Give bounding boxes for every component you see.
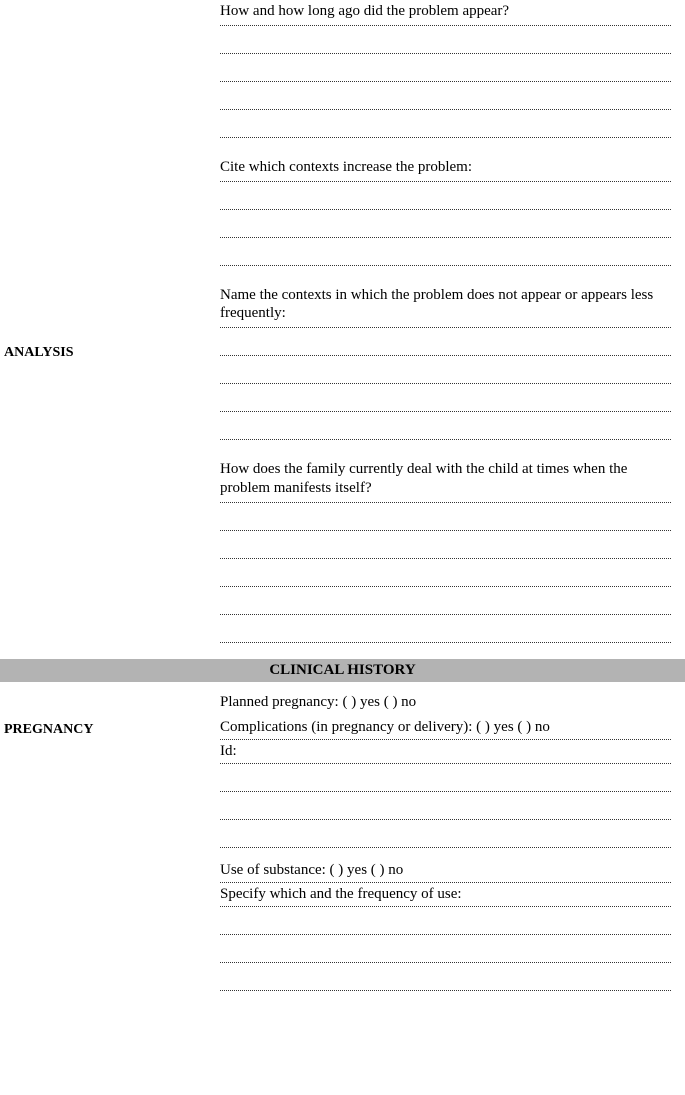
analysis-label: ANALYSIS (0, 0, 210, 361)
planned-pregnancy-field[interactable]: Planned pregnancy: ( ) yes ( ) no (210, 694, 673, 711)
q1-block: How and how long ago did the problem app… (210, 0, 673, 138)
blank-line[interactable] (210, 764, 673, 792)
q2-text: Cite which contexts increase the problem… (210, 156, 673, 181)
pregnancy-content: Planned pregnancy: ( ) yes ( ) no Compli… (210, 694, 685, 991)
id-field[interactable]: Id: (210, 743, 673, 760)
blank-line[interactable] (210, 963, 673, 991)
q4-text: How does the family currently deal with … (210, 458, 673, 502)
pregnancy-label: PREGNANCY (0, 694, 210, 738)
blank-line[interactable] (210, 210, 673, 238)
blank-line[interactable] (210, 559, 673, 587)
blank-line[interactable] (210, 82, 673, 110)
blank-line[interactable] (210, 907, 673, 935)
blank-line[interactable] (210, 110, 673, 138)
blank-line[interactable] (210, 384, 673, 412)
blank-line[interactable] (210, 503, 673, 531)
blank-line[interactable] (210, 792, 673, 820)
blank-line[interactable] (210, 531, 673, 559)
blank-line[interactable] (220, 739, 671, 740)
blank-line[interactable] (210, 615, 673, 643)
analysis-content: How and how long ago did the problem app… (210, 0, 685, 651)
blank-line[interactable] (220, 882, 671, 883)
blank-line[interactable] (210, 412, 673, 440)
blank-line[interactable] (210, 54, 673, 82)
q3-block: Name the contexts in which the problem d… (210, 284, 673, 441)
blank-line[interactable] (210, 238, 673, 266)
q2-block: Cite which contexts increase the problem… (210, 156, 673, 266)
blank-line[interactable] (210, 820, 673, 848)
blank-line[interactable] (210, 26, 673, 54)
q4-block: How does the family currently deal with … (210, 458, 673, 643)
blank-line[interactable] (210, 356, 673, 384)
substance-field[interactable]: Use of substance: ( ) yes ( ) no (210, 862, 673, 879)
blank-line[interactable] (210, 328, 673, 356)
blank-line[interactable] (210, 587, 673, 615)
pregnancy-section: PREGNANCY Planned pregnancy: ( ) yes ( )… (0, 694, 685, 991)
specify-field: Specify which and the frequency of use: (210, 886, 673, 903)
complications-field[interactable]: Complications (in pregnancy or delivery)… (210, 719, 673, 736)
analysis-section: ANALYSIS How and how long ago did the pr… (0, 0, 685, 651)
blank-line[interactable] (210, 182, 673, 210)
clinical-history-header: CLINICAL HISTORY (0, 659, 685, 682)
blank-line[interactable] (210, 935, 673, 963)
q3-text: Name the contexts in which the problem d… (210, 284, 673, 328)
q1-text: How and how long ago did the problem app… (210, 0, 673, 25)
clinical-form-page: ANALYSIS How and how long ago did the pr… (0, 0, 685, 991)
